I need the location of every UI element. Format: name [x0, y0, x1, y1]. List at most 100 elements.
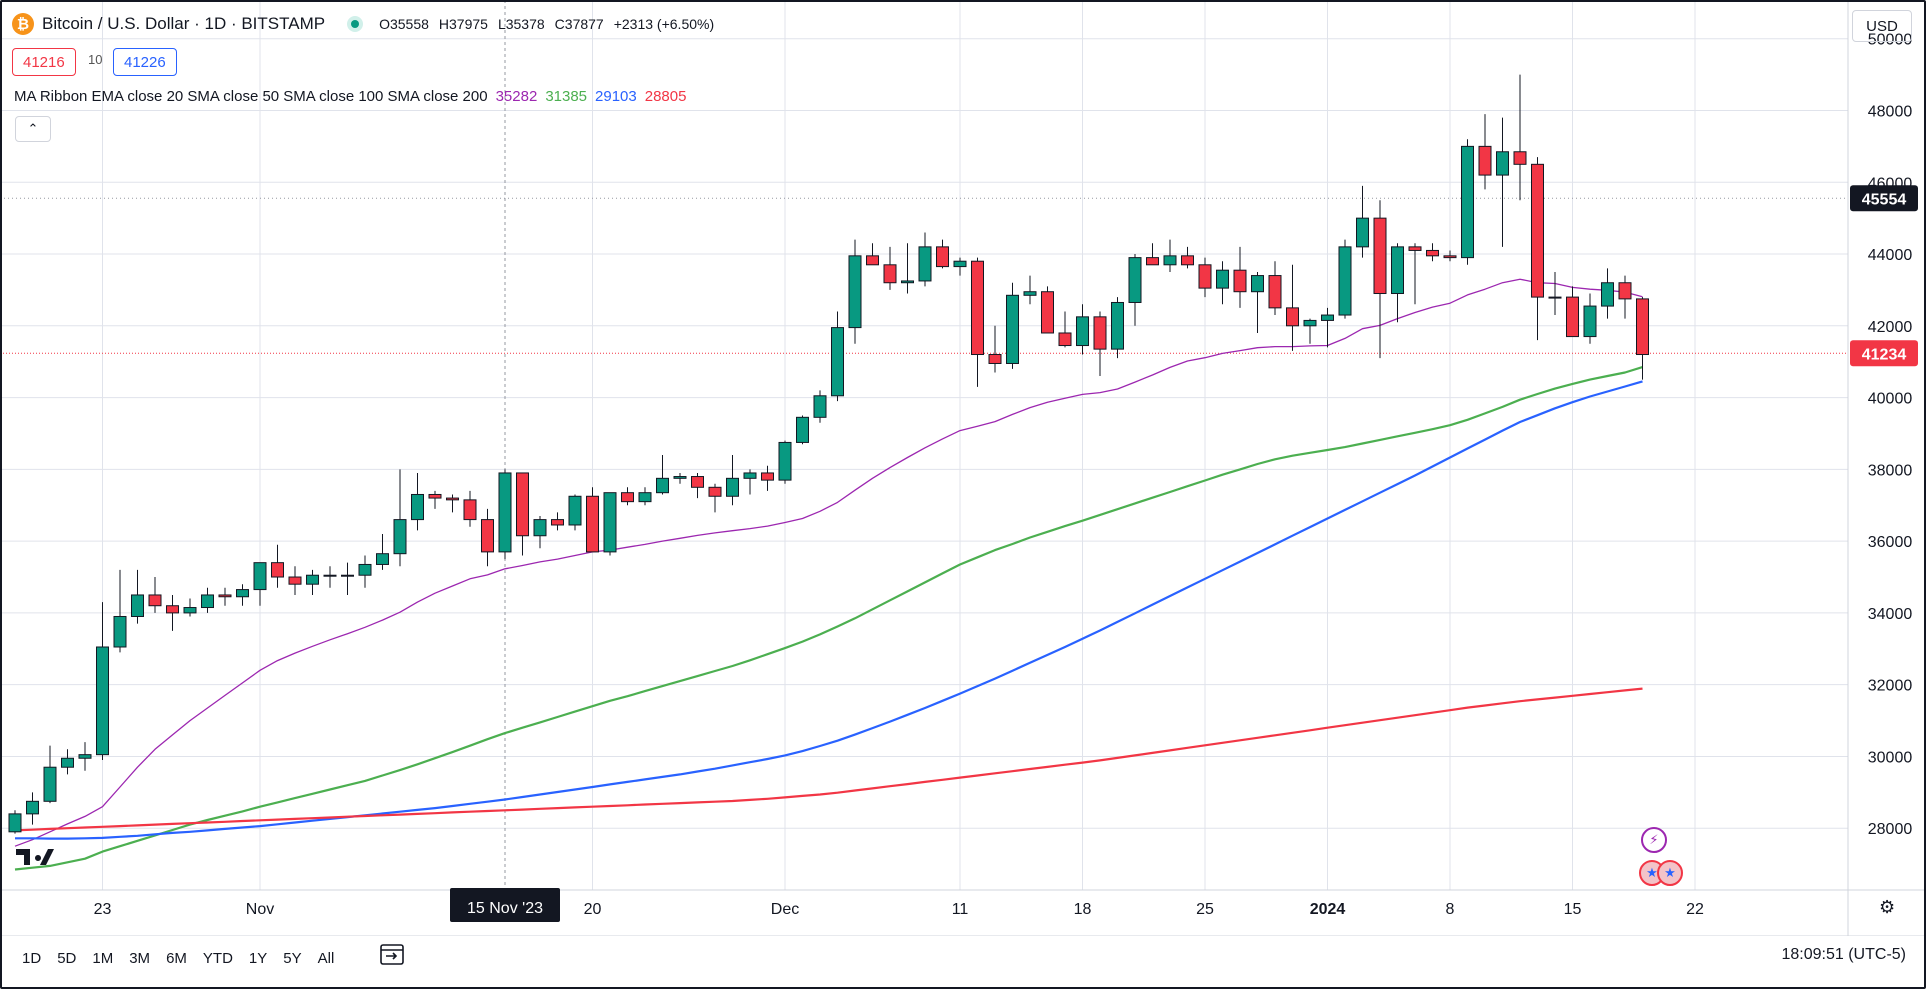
range-5y[interactable]: 5Y — [283, 950, 302, 967]
candle — [918, 232, 932, 287]
candle-body — [1391, 246, 1404, 295]
candle-body — [831, 327, 844, 397]
candle-body — [1181, 255, 1194, 266]
symbol-title[interactable]: Bitcoin / U.S. Dollar · 1D · BITSTAMP — [42, 14, 326, 33]
candle-body — [1531, 163, 1544, 298]
candle — [1478, 114, 1492, 190]
candle — [61, 749, 74, 775]
ohlc-close: C37877 — [554, 16, 604, 32]
price-label-text: 41234 — [1862, 346, 1907, 363]
candle-body — [1128, 257, 1142, 303]
candle — [376, 533, 389, 570]
candle — [1006, 282, 1019, 369]
clock-timezone[interactable]: 18:09:51 (UTC-5) — [1781, 946, 1907, 963]
settings-gear-icon[interactable]: ⚙ — [1879, 897, 1896, 917]
crosshair-date-label: 15 Nov '23 — [467, 900, 543, 917]
indicator-label: MA Ribbon EMA close 20 SMA close 50 SMA … — [14, 88, 488, 105]
candle-body — [848, 255, 862, 329]
candle — [743, 469, 757, 495]
candle — [1251, 271, 1264, 333]
candle-body — [358, 563, 372, 576]
candle — [1408, 243, 1422, 305]
ma-line-sma-close-50 — [14, 366, 1643, 871]
candle-body — [1426, 249, 1439, 257]
ohlc-values: O35558 H37975 L35378 C37877 +2313 (+6.50… — [379, 16, 714, 32]
ohlc-change: +2313 (+6.50%) — [613, 16, 715, 32]
range-6m[interactable]: 6M — [166, 950, 187, 967]
range-1d[interactable]: 1D — [22, 950, 42, 967]
price-chart[interactable]: 28000 30000 32000 34000 36000 38000 40000 42000… — [0, 0, 1926, 936]
compare-date-range-icon[interactable] — [378, 941, 406, 967]
price-label-box — [1850, 340, 1918, 367]
candle — [43, 745, 57, 804]
range-ytd[interactable]: YTD — [202, 950, 233, 967]
y-tick-label: 32000 — [1868, 678, 1913, 695]
candle — [1566, 286, 1579, 338]
candle-body — [656, 477, 669, 494]
candle-body — [673, 476, 687, 479]
range-all[interactable]: All — [317, 950, 335, 967]
candle-body — [1216, 269, 1229, 289]
y-tick-label: 40000 — [1868, 391, 1913, 408]
range-3m[interactable]: 3M — [129, 950, 151, 967]
range-5d[interactable]: 5D — [57, 950, 77, 967]
candle — [1531, 157, 1544, 341]
candle — [1198, 257, 1212, 298]
y-tick-label: 34000 — [1868, 606, 1913, 623]
candle — [113, 569, 127, 653]
candle-body — [43, 766, 57, 802]
candle — [1391, 243, 1404, 323]
candle-body — [1268, 275, 1282, 309]
candle-body — [1566, 296, 1579, 338]
candle-body — [166, 605, 179, 614]
candle-body — [288, 576, 302, 585]
buy-price-button[interactable]: 41226 — [113, 48, 177, 76]
sell-price-button[interactable]: 41216 — [12, 48, 76, 76]
bitcoin-icon: ₿ — [12, 13, 34, 35]
ohlc-open: O35558 — [379, 16, 429, 32]
indicator-legend[interactable]: MA Ribbon EMA close 20 SMA close 50 SMA … — [14, 88, 686, 105]
calendar-arrow-shape — [380, 944, 404, 965]
candle — [1041, 286, 1054, 334]
candle — [848, 239, 862, 344]
tradingview-logo-shape — [16, 849, 54, 865]
collapse-legend-button[interactable]: ⌃ — [15, 116, 51, 142]
candle-body — [708, 486, 722, 497]
x-tick-label: 22 — [1686, 901, 1704, 918]
candle — [236, 584, 249, 606]
candle — [936, 239, 949, 269]
x-tick-label: 8 — [1446, 901, 1455, 918]
tradingview-logo-icon[interactable] — [14, 846, 54, 874]
candle-body — [481, 519, 494, 553]
candle-body — [1618, 282, 1632, 300]
lightning-event-icon[interactable]: ⚡ — [1641, 827, 1667, 853]
range-1m[interactable]: 1M — [92, 950, 114, 967]
ohlc-high: H37975 — [438, 16, 488, 32]
candle-body — [796, 416, 809, 443]
x-tick-label: 2024 — [1310, 901, 1346, 918]
candle — [866, 243, 879, 266]
range-1y[interactable]: 1Y — [248, 950, 268, 967]
candle-body — [96, 646, 109, 756]
candle-body — [586, 495, 599, 553]
candle — [603, 492, 617, 556]
chevron-up-icon: ⌃ — [27, 121, 39, 136]
candle — [131, 569, 144, 624]
us-flag-event-icon-2[interactable]: ★ — [1657, 860, 1683, 886]
candle — [1513, 74, 1527, 201]
market-status-icon[interactable] — [351, 20, 360, 28]
candle — [551, 512, 564, 531]
candle-body — [761, 472, 774, 481]
candle-body — [411, 493, 424, 521]
grid — [0, 0, 1848, 890]
candle-body — [131, 594, 144, 617]
candle-body — [953, 260, 967, 268]
candle-body — [813, 395, 827, 418]
candle-body — [218, 594, 232, 598]
y-tick-label: 44000 — [1868, 247, 1913, 264]
currency-selector[interactable]: USD — [1852, 10, 1912, 42]
candle — [988, 325, 1002, 373]
candle — [1268, 261, 1282, 316]
candle — [1426, 243, 1439, 262]
candle — [1496, 117, 1509, 247]
